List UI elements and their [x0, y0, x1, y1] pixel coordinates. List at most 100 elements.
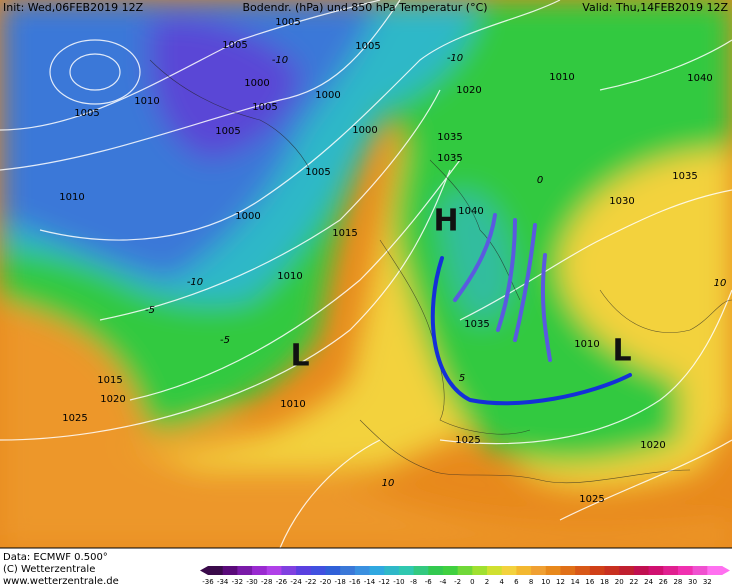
map-title: Bodendr. (hPa) und 850 hPa Temperatur (°…: [242, 1, 487, 14]
colorbar-label: -32: [232, 578, 243, 586]
coastlines: [149, 59, 732, 484]
temperature-label: -5: [220, 335, 230, 346]
colorbar-label: -16: [349, 578, 361, 586]
colorbar-swatch: [575, 566, 591, 575]
colorbar-label: 16: [585, 578, 594, 586]
colorbar-swatch: [340, 566, 356, 575]
colorbar-swatch: [369, 566, 385, 575]
colorbar-label: 20: [615, 578, 624, 586]
colorbar-swatch: [619, 566, 635, 575]
isobar-label: 1010: [280, 399, 305, 410]
isobar-label: 1020: [100, 394, 125, 405]
colorbar-label: 14: [571, 578, 580, 586]
isobar-label: 1010: [574, 339, 599, 350]
colorbar-swatch: [266, 566, 282, 575]
colorbar-label: -24: [290, 578, 302, 586]
isobar-label: 1025: [455, 435, 480, 446]
colorbar-label: -14: [364, 578, 376, 586]
colorbar-swatch: [252, 566, 268, 575]
pressure-system: L: [290, 339, 309, 374]
temperature-label: -10: [272, 55, 288, 66]
colorbar: -36 -34 -32 -30 -28 -26 -24 -22 -20 -18 -16 -14 -12-…: [200, 566, 730, 586]
colorbar-swatch: [208, 566, 224, 575]
colorbar-swatch: [516, 566, 532, 575]
colorbar-swatch: [472, 566, 488, 575]
isobar-label: 1005: [215, 126, 240, 137]
colorbar-label: 6: [514, 578, 519, 586]
isobar-label: 1010: [59, 192, 84, 203]
colorbar-swatch: [633, 566, 650, 575]
isobar-label: 1005: [355, 41, 380, 52]
isobar-label: 1000: [235, 211, 260, 222]
colorbar-arrow-right: [722, 566, 730, 575]
isobar-label: 1015: [332, 228, 357, 239]
colorbar-label: -22: [305, 578, 316, 586]
pressure-system: H: [433, 204, 458, 239]
colorbar-swatch: [384, 566, 400, 575]
data-source: Data: ECMWF 0.500°: [3, 552, 108, 563]
colorbar-label: 24: [644, 578, 653, 586]
colorbar-label: 18: [600, 578, 609, 586]
colorbar-swatch: [413, 566, 429, 575]
colorbar-label: -10: [393, 578, 404, 586]
colorbar-label: -12: [379, 578, 390, 586]
valid-time: Valid: Thu,14FEB2019 12Z: [582, 1, 728, 14]
colorbar-swatch: [457, 566, 473, 575]
isobar-label: 1000: [352, 125, 377, 136]
colorbar-swatch: [428, 566, 444, 575]
colorbar-label: 0: [470, 578, 474, 586]
temperature-label: 0: [537, 175, 543, 186]
isobar-label: 1035: [464, 319, 489, 330]
colorbar-label: 28: [673, 578, 682, 586]
colorbar-swatch: [398, 566, 415, 575]
temperature-label: 10: [382, 478, 395, 489]
isobar-label: 1005: [222, 40, 247, 51]
colorbar-label: 12: [556, 578, 565, 586]
colorbar-swatch: [501, 566, 517, 575]
colorbar-label: 2: [485, 578, 489, 586]
temperature-label: 5: [459, 373, 465, 384]
colorbar-swatch: [442, 566, 459, 575]
isobar-label: 1000: [315, 90, 340, 101]
isobar-label: 1040: [458, 206, 483, 217]
temperature-label: 10: [714, 278, 727, 289]
isobar-label: 1005: [275, 17, 300, 28]
colorbar-swatch: [604, 566, 620, 575]
isobar-label: 1040: [687, 73, 712, 84]
pressure-system: L: [612, 334, 631, 369]
isobar-label: 1020: [640, 440, 665, 451]
colorbar-label: 10: [541, 578, 550, 586]
isobar-label: 1025: [579, 494, 604, 505]
colorbar-label: -8: [410, 578, 417, 586]
colorbar-label: -2: [454, 578, 461, 586]
isobar-label: 1020: [456, 85, 481, 96]
colorbar-swatch: [310, 566, 326, 575]
colorbar-arrow-left: [200, 566, 208, 575]
colorbar-swatch: [692, 566, 708, 575]
isobar-label: 1035: [437, 153, 462, 164]
temperature-label: -10: [447, 53, 463, 64]
colorbar-label: 30: [688, 578, 697, 586]
colorbar-label: -28: [261, 578, 272, 586]
colorbar-swatch: [222, 566, 238, 575]
colorbar-label: -20: [320, 578, 331, 586]
colorbar-label: -6: [425, 578, 433, 586]
colorbar-label: -26: [276, 578, 288, 586]
colorbar-label: 4: [499, 578, 504, 586]
isobar-label: 1010: [277, 271, 302, 282]
website: www.wetterzentrale.de: [3, 576, 119, 587]
colorbar-label: 8: [529, 578, 533, 586]
isobar-label: 1025: [62, 413, 87, 424]
colorbar-label: -36: [202, 578, 214, 586]
colorbar-label: 32: [703, 578, 712, 586]
colorbar-swatch: [237, 566, 253, 575]
colorbar-swatch: [325, 566, 341, 575]
colorbar-label: -18: [334, 578, 345, 586]
colorbar-label: 26: [659, 578, 668, 586]
colorbar-swatch: [487, 566, 503, 575]
isobar-label: 1000: [244, 78, 269, 89]
colorbar-swatch: [296, 566, 312, 575]
isobar-label: 1035: [437, 132, 462, 143]
